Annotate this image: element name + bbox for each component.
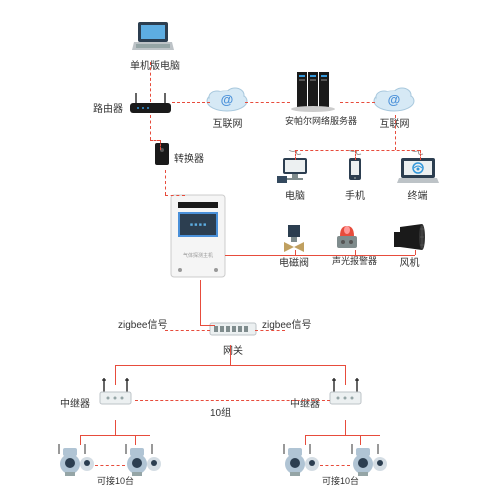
sensor-icon (122, 442, 162, 477)
edge (165, 170, 167, 195)
gateway-node: 网关 (208, 320, 258, 357)
edge (295, 150, 297, 160)
sensor4-node (348, 442, 388, 477)
sensor-icon (280, 442, 320, 477)
cloud-icon: @ (205, 83, 250, 113)
edge (305, 435, 380, 436)
groups-label: 10组 (210, 404, 231, 419)
controller-node: ■ ■ ■ ■ 气体探测主机 (168, 192, 228, 280)
svg-text:@: @ (388, 92, 401, 107)
converter-node: 转换器 (152, 140, 172, 168)
edge (355, 250, 356, 255)
edge (420, 150, 422, 160)
edge (395, 115, 397, 150)
svg-text:气体探测主机: 气体探测主机 (183, 252, 213, 259)
sensor1-node: 可接10台 (55, 442, 95, 477)
edge (295, 250, 296, 255)
internet1-node: @ 互联网 (205, 83, 250, 130)
svg-text:@: @ (221, 92, 234, 107)
converter-icon (152, 140, 172, 168)
valve-node: 电磁阀 (278, 222, 310, 269)
fan-icon (392, 222, 427, 252)
fan-node: 风机 (392, 222, 427, 269)
valve-label: 电磁阀 (278, 254, 310, 269)
edge (115, 365, 116, 385)
fan-label: 风机 (392, 254, 427, 269)
zigbee1-node: zigbee信号 (118, 314, 167, 331)
gateway-icon (208, 320, 258, 340)
groups-node: 10组 (210, 402, 231, 419)
edge (135, 400, 330, 402)
terminal-icon (395, 150, 440, 185)
edge (80, 435, 150, 436)
gateway-label: 网关 (208, 342, 258, 357)
router-label: 路由器 (93, 100, 123, 115)
edge (115, 365, 345, 366)
edge (345, 420, 346, 435)
alarm-icon (332, 222, 362, 252)
terminal-node: 终端 (395, 150, 440, 202)
sensor-icon (55, 442, 95, 477)
alarm-node: 声光报警器 (332, 222, 377, 267)
zigbee2-label: zigbee信号 (262, 316, 311, 331)
edge (225, 255, 415, 256)
repeater1-label: 中继器 (60, 395, 90, 410)
edge (150, 115, 152, 140)
edge (165, 330, 210, 332)
edge (160, 140, 162, 150)
edge (340, 102, 375, 104)
edge (245, 102, 290, 104)
laptop-icon (130, 20, 175, 55)
sensor3-node: 可接10台 (280, 442, 320, 477)
svg-text:■ ■ ■ ■: ■ ■ ■ ■ (190, 222, 206, 228)
edge (165, 195, 185, 197)
edge (305, 435, 306, 445)
edge (255, 330, 285, 332)
pc-label: 单机版电脑 (130, 57, 180, 72)
server-icon (285, 70, 340, 112)
controller-icon: ■ ■ ■ ■ 气体探测主机 (168, 192, 228, 280)
phone-label: 手机 (343, 187, 367, 202)
internet1-label: 互联网 (205, 115, 250, 130)
edge (80, 435, 81, 445)
edge (115, 420, 116, 435)
edge (230, 345, 231, 365)
repeater2-label: 中继器 (290, 395, 320, 410)
edge (172, 102, 210, 104)
sensor2-node (122, 442, 162, 477)
edge (135, 435, 136, 445)
zigbee2-node: zigbee信号 (262, 314, 311, 331)
edge (360, 435, 361, 445)
edge (415, 250, 416, 255)
server-label: 安帕尔网络服务器 (285, 114, 357, 127)
terminal-label: 终端 (395, 187, 440, 202)
pc-node: 单机版电脑 (130, 20, 180, 72)
edge (355, 150, 357, 160)
edge (95, 465, 125, 467)
edge (345, 365, 346, 385)
converter-label: 转换器 (174, 150, 204, 165)
zigbee1-label: zigbee信号 (118, 316, 167, 331)
edge (150, 140, 160, 142)
sensor-icon (348, 442, 388, 477)
computer-label: 电脑 (275, 187, 315, 202)
edge (295, 150, 420, 152)
edge (320, 465, 350, 467)
valve-icon (278, 222, 310, 252)
edge (150, 62, 152, 102)
edge (200, 280, 201, 325)
edge (200, 325, 215, 326)
cloud-icon: @ (372, 83, 417, 113)
server-node: 安帕尔网络服务器 (285, 70, 357, 127)
